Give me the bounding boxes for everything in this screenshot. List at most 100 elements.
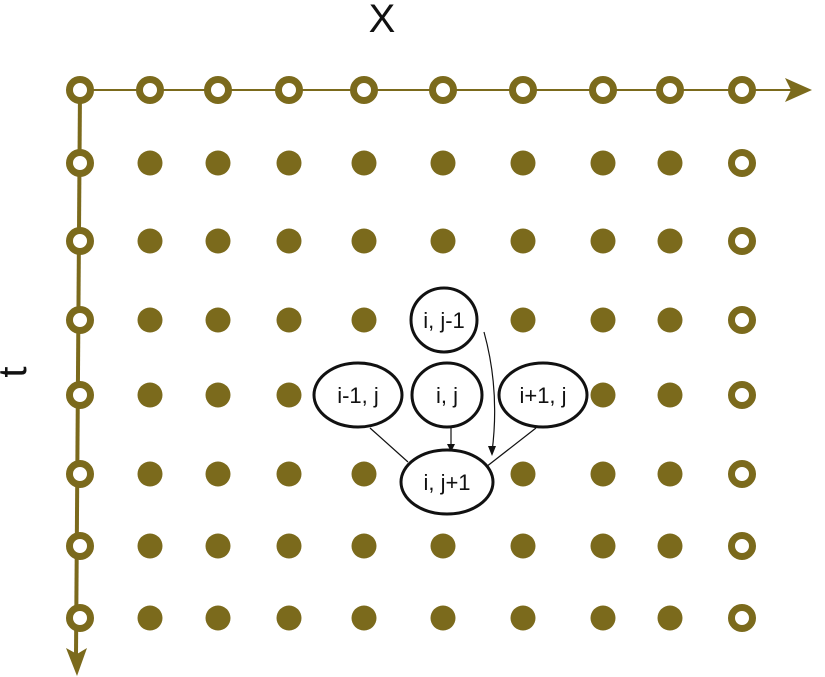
interior-grid-point [430,150,456,176]
arrow-from-i-jm1-head [488,446,496,456]
arrow-from-im1-j [369,427,409,463]
interior-grid-point [510,307,536,333]
boundary-grid-point [66,227,94,255]
stencil-node-i-j: i, j [410,361,484,429]
interior-grid-point [276,382,302,408]
stencil-node-ellipse [312,361,404,429]
boundary-grid-point [728,532,756,560]
interior-grid-point [590,228,616,254]
interior-grid-point [657,228,683,254]
stencil-node-im1-j: i-1, j [312,361,404,429]
boundary-grid-point [66,460,94,488]
boundary-grid-point [728,460,756,488]
interior-grid-point [657,150,683,176]
interior-grid-point [351,461,377,487]
boundary-grid-point [66,149,94,177]
interior-grid-point [657,307,683,333]
boundary-grid-point [589,76,617,104]
stencil-node-label: i-1, j [337,383,379,408]
stencil-node-i-jp1: i, j+1 [399,448,495,516]
t-axis-label: t [0,366,35,377]
boundary-grid-point [204,76,232,104]
interior-grid-point [137,382,163,408]
interior-grid-point [137,461,163,487]
stencil-node-ellipse [399,448,495,516]
stencil-node-i-jm1: i, j-1 [409,286,479,354]
interior-grid-point [510,533,536,559]
boundary-grid-point [728,76,756,104]
interior-grid-point [657,461,683,487]
boundary-grid-point [728,604,756,632]
interior-grid-point [205,382,231,408]
interior-grid-point [205,533,231,559]
interior-grid-point [430,605,456,631]
interior-grid-point [351,150,377,176]
boundary-grid-point [728,227,756,255]
stencil-node-ellipse [497,361,589,429]
boundary-grid-point [66,76,94,104]
interior-grid-point [205,605,231,631]
interior-grid-point [137,150,163,176]
stencil-node-ellipse [410,361,484,429]
interior-grid-point [590,382,616,408]
boundary-grid-point [66,381,94,409]
interior-grid-point [590,150,616,176]
boundary-grid-point [429,76,457,104]
interior-grid-point [351,307,377,333]
stencil-node-label: i, j-1 [423,308,465,333]
interior-grid-point [276,307,302,333]
boundary-grid-point [66,306,94,334]
interior-grid-point [351,228,377,254]
stencil-node-label: i, j+1 [423,470,470,495]
interior-grid-point [590,605,616,631]
interior-grid-point [276,461,302,487]
boundary-grid-point [728,306,756,334]
stencil-arrows [369,331,537,468]
arrow-from-i-jm1 [483,331,496,453]
interior-grid-point [137,605,163,631]
interior-grid-point [205,228,231,254]
x-axis-label: X [369,0,396,41]
interior-grid-point [430,228,456,254]
stencil-node-label: i+1, j [519,383,566,408]
arrow-from-i-j-head [447,444,455,452]
boundary-grid-point [275,76,303,104]
interior-grid-point [205,150,231,176]
arrow-from-ip1-j [485,427,537,468]
interior-grid-point [137,533,163,559]
t-axis-line [74,89,82,656]
interior-grid-point [510,150,536,176]
interior-grid-point [276,150,302,176]
boundary-grid-point [728,149,756,177]
grid-points [66,76,756,632]
interior-grid-point [137,228,163,254]
interior-grid-point [276,533,302,559]
interior-grid-point [590,533,616,559]
interior-grid-point [657,382,683,408]
stencil-node-ip1-j: i+1, j [497,361,589,429]
interior-grid-point [276,228,302,254]
interior-grid-point [351,605,377,631]
interior-grid-point [510,605,536,631]
interior-grid-point [137,307,163,333]
interior-grid-point [276,605,302,631]
interior-grid-point [351,533,377,559]
t-axis-arrowhead [66,648,87,676]
boundary-grid-point [66,532,94,560]
boundary-grid-point [656,76,684,104]
interior-grid-point [657,533,683,559]
interior-grid-point [430,533,456,559]
interior-grid-point [590,307,616,333]
interior-grid-point [510,461,536,487]
interior-grid-point [205,307,231,333]
stencil-nodes: i, j-1 i-1, j i, j i+1, j i, j+1 [312,286,589,516]
x-axis-arrowhead [785,78,812,102]
interior-grid-point [657,605,683,631]
stencil-node-label: i, j [436,383,458,408]
interior-grid-point [510,228,536,254]
boundary-grid-point [509,76,537,104]
stencil-node-ellipse [409,286,479,354]
boundary-grid-point [136,76,164,104]
interior-grid-point [205,461,231,487]
